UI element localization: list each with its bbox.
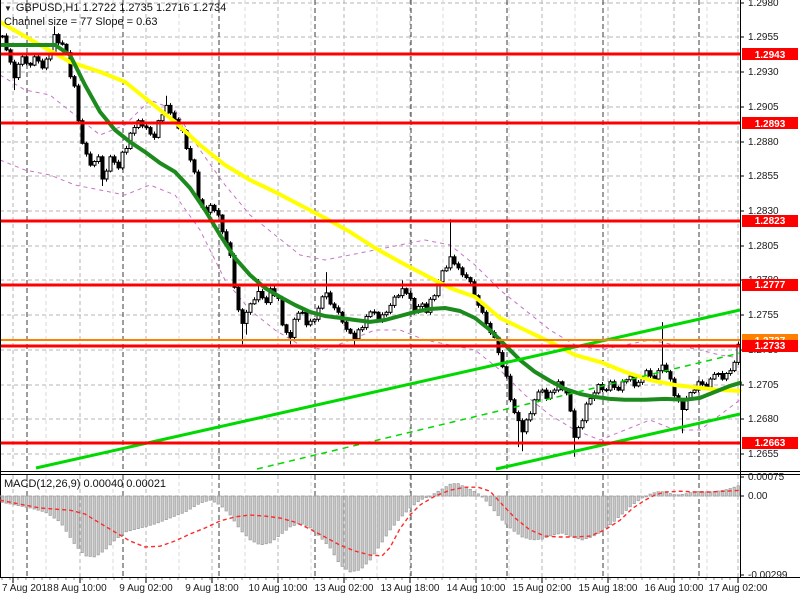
level-price-badge <box>742 215 798 227</box>
price-axis-label: 1.2930 <box>748 67 779 78</box>
macd-axis[interactable]: 0.00075 0.00 -0.00299 <box>740 472 788 581</box>
level-price-badge-label: 1.2733 <box>755 341 786 352</box>
level-price-badge-label: 1.2823 <box>755 216 786 227</box>
time-axis-label: 13 Aug 18:00 <box>381 583 440 594</box>
macd-axis-label: -0.00299 <box>748 570 788 581</box>
level-price-badge-label: 1.2663 <box>755 438 786 449</box>
level-price-badge <box>742 279 798 291</box>
price-axis-label: 1.2980 <box>748 0 779 9</box>
time-axis-label: 13 Aug 02:00 <box>315 583 374 594</box>
price-axis-label: 1.2830 <box>748 206 779 217</box>
support-resistance-levels <box>0 52 740 445</box>
time-axis-label: 14 Aug 10:00 <box>447 583 506 594</box>
level-price-badge-label: 1.2943 <box>755 50 786 61</box>
time-axis-label: 9 Aug 02:00 <box>119 583 173 594</box>
time-axis-label: 15 Aug 02:00 <box>513 583 572 594</box>
time-axis-label: 17 Aug 02:00 <box>709 583 768 594</box>
price-axis-label: 1.2755 <box>748 310 779 321</box>
time-axis-label: 16 Aug 10:00 <box>645 583 704 594</box>
candlestick-series <box>0 26 741 457</box>
price-axis-label: 1.2805 <box>748 241 779 252</box>
macd-pane <box>0 483 741 573</box>
price-axis-label: 1.2855 <box>748 171 779 182</box>
level-price-badge-label: 1.2893 <box>755 119 786 130</box>
macd-axis-label: 0.00075 <box>748 472 785 483</box>
symbol-dropdown-icon[interactable]: ▼ <box>4 4 12 13</box>
price-axis-label: 1.2655 <box>748 449 779 460</box>
price-axis-label: 1.2880 <box>748 137 779 148</box>
time-axis-label: 10 Aug 10:00 <box>249 583 308 594</box>
price-axis-label: 1.2705 <box>748 380 779 391</box>
price-axis-label: 1.2955 <box>748 32 779 43</box>
price-axis[interactable]: 1.2980 1.2955 1.2930 1.2905 1.2880 1.2855 1.28… <box>740 0 798 460</box>
time-axis-label: 9 Aug 18:00 <box>185 583 239 594</box>
level-price-badge <box>742 340 798 352</box>
time-axis[interactable]: 7 Aug 2018 8 Aug 10:00 9 Aug 02:00 9 Aug 18… <box>1 578 768 594</box>
time-axis-label: 15 Aug 18:00 <box>579 583 638 594</box>
level-price-badge <box>742 48 798 60</box>
level-price-badge <box>742 117 798 129</box>
time-axis-label: 7 Aug 2018 <box>2 583 53 594</box>
level-price-badge-label: 1.2777 <box>755 280 786 291</box>
price-axis-label: 1.2680 <box>748 414 779 425</box>
level-price-badge <box>742 437 798 449</box>
macd-axis-label: 0.00 <box>748 491 768 502</box>
time-axis-label: 8 Aug 10:00 <box>53 583 107 594</box>
moving-averages <box>0 19 742 402</box>
pane-borders <box>0 0 800 578</box>
price-axis-label: 1.2905 <box>748 102 779 113</box>
indicator-bands <box>0 74 741 441</box>
